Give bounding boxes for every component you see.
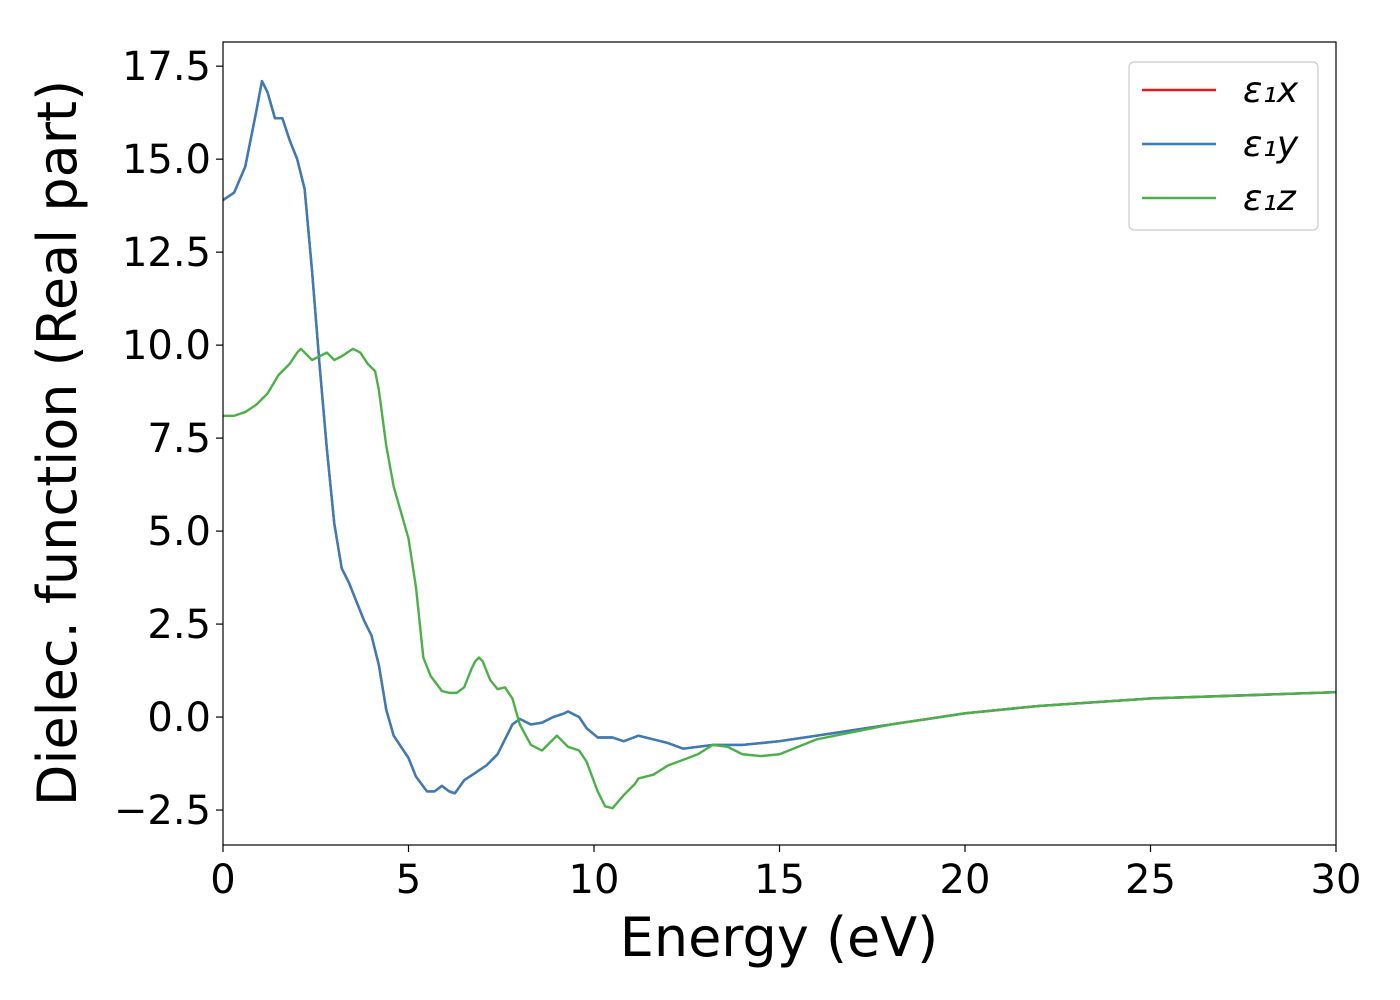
y-tick-label: −2.5 [114,788,211,834]
x-tick-label: 25 [1125,857,1176,903]
y-tick-label: 17.5 [122,44,211,90]
y-tick-label: 5.0 [147,509,211,555]
plot-frame [222,41,1337,846]
legend-label: ε₁z [1243,178,1297,219]
x-tick-label: 30 [1311,857,1362,903]
y-tick-label: 15.0 [122,137,211,183]
legend-label: ε₁x [1243,70,1299,111]
y-tick-label: 10.0 [122,323,211,369]
x-axis-label: Energy (eV) [620,906,939,969]
y-tick-label: 0.0 [147,695,211,741]
series-line [222,79,1337,795]
legend-label: ε₁y [1243,124,1299,165]
y-tick-label: 2.5 [147,602,211,648]
x-tick-label: 15 [754,857,805,903]
legend-box [1128,61,1319,231]
x-tick-label: 20 [940,857,991,903]
x-tick-label: 0 [210,857,235,903]
y-tick-label: 7.5 [147,416,211,462]
series-line [223,347,1337,810]
y-tick-label: 12.5 [122,230,211,276]
x-tick-label: 10 [569,857,620,903]
y-axis-label: Dielec. function (Real part) [26,80,89,806]
x-tick-label: 5 [396,857,421,903]
